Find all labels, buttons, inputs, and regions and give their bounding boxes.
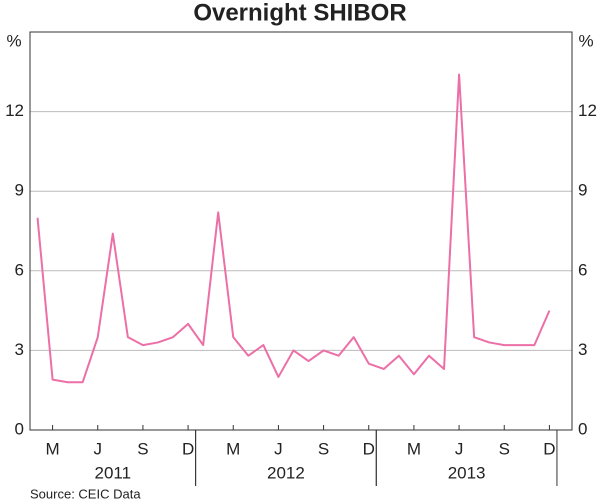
y2-axis-label: % <box>578 31 593 50</box>
y2-tick-label: 12 <box>578 101 597 120</box>
y-axis-label: % <box>6 31 21 50</box>
y-tick-label: 9 <box>15 181 24 200</box>
chart-title: Overnight SHIBOR <box>193 0 406 26</box>
y-tick-label: 0 <box>15 419 24 438</box>
y-tick-label: 12 <box>5 101 24 120</box>
y2-tick-label: 0 <box>578 419 587 438</box>
x-tick-label: D <box>363 439 375 458</box>
plot-frame <box>29 31 573 431</box>
x-tick-label: D <box>543 439 555 458</box>
data-line <box>36 73 551 384</box>
year-label: 2012 <box>267 463 305 482</box>
y-tick-label: 6 <box>15 260 24 279</box>
year-label: 2011 <box>95 463 132 482</box>
y2-tick-label: 9 <box>578 181 587 200</box>
y-tick-label: 3 <box>15 340 24 359</box>
x-tick-label: S <box>318 439 329 458</box>
x-tick-label: M <box>407 439 421 458</box>
x-tick-label: S <box>499 439 510 458</box>
x-tick-label: M <box>45 439 59 458</box>
year-label: 2013 <box>448 463 486 482</box>
x-tick-label: D <box>182 439 194 458</box>
source: Source: CEIC Data <box>30 486 141 501</box>
x-tick-label: S <box>137 439 148 458</box>
x-tick-label: J <box>455 439 464 458</box>
x-tick-label: M <box>226 439 240 458</box>
x-tick-label: J <box>94 439 103 458</box>
y2-tick-label: 6 <box>578 260 587 279</box>
y2-tick-label: 3 <box>578 340 587 359</box>
x-tick-label: J <box>274 439 283 458</box>
